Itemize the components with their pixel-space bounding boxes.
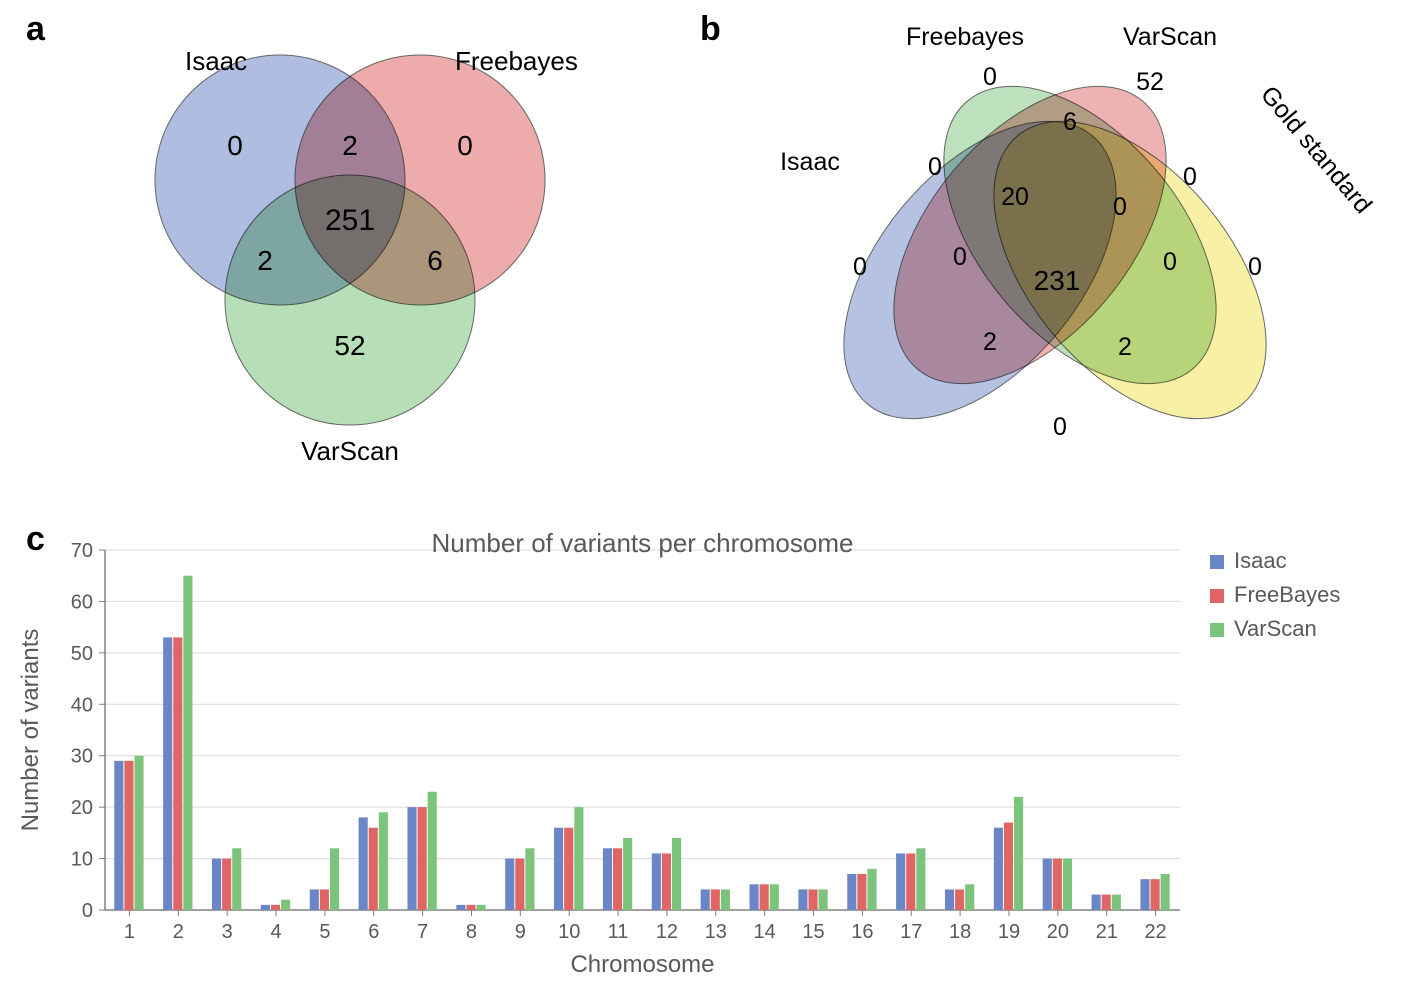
svg-text:13: 13: [705, 921, 727, 943]
svg-text:VarScan: VarScan: [1234, 616, 1317, 641]
svg-text:7: 7: [417, 921, 428, 943]
svg-text:0: 0: [1113, 193, 1127, 221]
svg-text:Number of variants: Number of variants: [17, 629, 44, 832]
svg-text:52: 52: [334, 330, 365, 361]
svg-text:0: 0: [82, 900, 93, 922]
svg-text:15: 15: [802, 921, 824, 943]
svg-text:Gold standard: Gold standard: [1255, 81, 1377, 219]
svg-text:10: 10: [558, 921, 580, 943]
svg-text:3: 3: [222, 921, 233, 943]
svg-text:12: 12: [656, 921, 678, 943]
svg-text:Freebayes: Freebayes: [455, 46, 578, 76]
svg-text:16: 16: [851, 921, 873, 943]
svg-text:2: 2: [342, 130, 358, 161]
svg-text:18: 18: [949, 921, 971, 943]
svg-text:FreeBayes: FreeBayes: [1234, 582, 1340, 607]
svg-text:8: 8: [466, 921, 477, 943]
svg-text:6: 6: [427, 245, 443, 276]
svg-text:70: 70: [71, 540, 93, 562]
svg-text:0: 0: [1163, 248, 1177, 276]
svg-text:21: 21: [1096, 921, 1118, 943]
svg-text:20: 20: [1001, 183, 1029, 211]
svg-text:22: 22: [1144, 921, 1166, 943]
svg-text:2: 2: [173, 921, 184, 943]
svg-text:40: 40: [71, 694, 93, 716]
svg-text:VarScan: VarScan: [1123, 23, 1217, 51]
svg-text:20: 20: [71, 797, 93, 819]
svg-text:9: 9: [515, 921, 526, 943]
venn3-diagram: Isaac Freebayes VarScan 0 0 52 2 2 6 251: [40, 0, 660, 470]
venn4-diagram: Isaac Freebayes VarScan Gold standard 0 0 52 0 0…: [700, 0, 1415, 490]
svg-text:231: 231: [1034, 265, 1081, 296]
bar-chart: 0102030405060701234567891011121314151617…: [10, 520, 1405, 990]
svg-text:0: 0: [457, 130, 473, 161]
svg-text:4: 4: [270, 921, 281, 943]
svg-text:14: 14: [754, 921, 776, 943]
svg-text:2: 2: [257, 245, 273, 276]
svg-text:0: 0: [953, 243, 967, 271]
svg-text:0: 0: [853, 253, 867, 281]
svg-text:6: 6: [368, 921, 379, 943]
svg-text:17: 17: [900, 921, 922, 943]
svg-text:50: 50: [71, 643, 93, 665]
svg-text:10: 10: [71, 849, 93, 871]
svg-text:Isaac: Isaac: [780, 148, 840, 176]
svg-text:5: 5: [319, 921, 330, 943]
svg-text:Freebayes: Freebayes: [906, 23, 1024, 51]
svg-text:251: 251: [325, 204, 375, 237]
svg-text:0: 0: [1248, 253, 1262, 281]
svg-text:1: 1: [124, 921, 135, 943]
svg-text:19: 19: [998, 921, 1020, 943]
svg-text:VarScan: VarScan: [301, 436, 399, 466]
svg-text:30: 30: [71, 746, 93, 768]
svg-text:0: 0: [227, 130, 243, 161]
figure-root: a IsaacFreebayesVarScan0052226251 b Isaa…: [0, 0, 1415, 991]
svg-text:2: 2: [1118, 333, 1132, 361]
svg-text:Number of variants per chromos: Number of variants per chromosome: [432, 528, 854, 558]
svg-text:52: 52: [1136, 68, 1164, 96]
svg-text:Isaac: Isaac: [1234, 548, 1287, 573]
svg-text:Isaac: Isaac: [185, 46, 247, 76]
svg-text:60: 60: [71, 591, 93, 613]
svg-text:Chromosome: Chromosome: [570, 951, 714, 978]
svg-text:2: 2: [983, 328, 997, 356]
svg-text:11: 11: [608, 921, 629, 943]
svg-text:0: 0: [1183, 163, 1197, 191]
svg-text:0: 0: [1053, 413, 1067, 441]
svg-text:0: 0: [983, 63, 997, 91]
svg-text:20: 20: [1047, 921, 1069, 943]
svg-text:0: 0: [928, 153, 942, 181]
svg-text:6: 6: [1063, 108, 1077, 136]
